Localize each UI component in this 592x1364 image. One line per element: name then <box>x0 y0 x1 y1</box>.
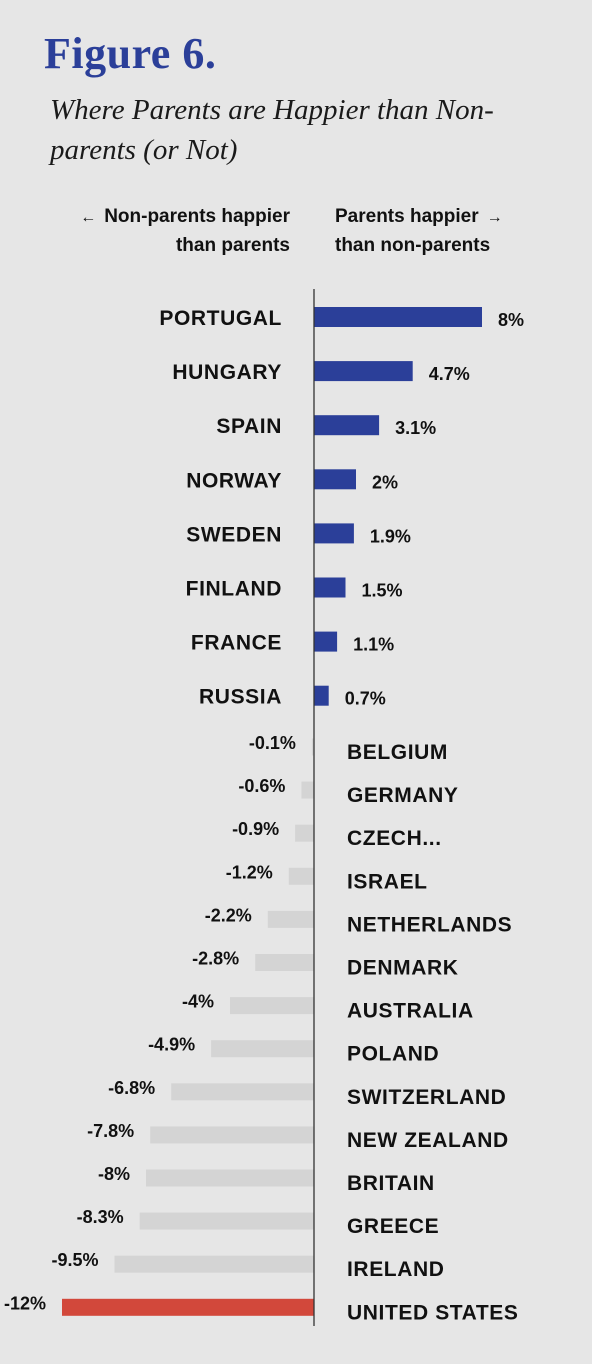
category-label: SPAIN <box>216 415 282 438</box>
value-label: 3.1% <box>395 418 436 438</box>
bar <box>314 469 356 490</box>
category-label: NETHERLANDS <box>347 913 512 936</box>
value-label: -1.2% <box>226 862 273 882</box>
category-label: HUNGARY <box>172 361 282 384</box>
bar <box>314 361 413 382</box>
category-label: FINLAND <box>186 578 282 601</box>
category-label: GREECE <box>347 1215 439 1238</box>
category-label: PORTUGAL <box>159 307 282 330</box>
category-label: BELGIUM <box>347 741 448 764</box>
value-label: -0.6% <box>238 776 285 796</box>
category-label: SWEDEN <box>186 523 282 546</box>
bar <box>314 415 380 436</box>
value-label: 2% <box>372 472 398 492</box>
category-label: CZECH... <box>347 827 442 850</box>
value-label: 0.7% <box>345 689 386 709</box>
bar <box>301 781 314 799</box>
bar <box>139 1212 314 1230</box>
value-label: 4.7% <box>429 364 470 384</box>
value-label: 1.9% <box>370 526 411 546</box>
value-label: -0.9% <box>232 819 279 839</box>
chart-subtitle: Where Parents are Happier than Non-paren… <box>50 94 494 166</box>
arrow-left-icon: ← <box>80 209 97 226</box>
legend-non-parents: ← Non-parents happier than parents <box>72 203 290 260</box>
value-label: -4% <box>182 992 214 1012</box>
value-label: -2.8% <box>192 949 239 969</box>
category-label: BRITAIN <box>347 1172 435 1195</box>
bar <box>314 523 354 544</box>
value-label: 1.5% <box>362 581 403 601</box>
category-label: NEW ZEALAND <box>347 1129 509 1152</box>
bar <box>211 1040 314 1058</box>
bar <box>146 1169 314 1187</box>
category-label: FRANCE <box>191 632 282 655</box>
figure-title: Figure 6. <box>44 29 217 78</box>
value-label: -8% <box>98 1164 130 1184</box>
bar <box>311 738 314 756</box>
category-label: RUSSIA <box>199 686 282 709</box>
bar <box>295 824 314 842</box>
category-label: ISRAEL <box>347 870 428 893</box>
value-label: -6.8% <box>108 1078 155 1098</box>
bar <box>255 954 314 971</box>
value-label: -8.3% <box>77 1207 124 1227</box>
category-label: DENMARK <box>347 957 459 980</box>
bar <box>314 307 482 327</box>
bar <box>314 685 329 706</box>
value-label: -0.1% <box>249 733 296 753</box>
value-label: -7.8% <box>87 1121 134 1141</box>
bar <box>314 577 346 598</box>
category-label: IRELAND <box>347 1258 445 1281</box>
legend-right-line2: than non-parents <box>335 235 491 256</box>
category-label: SWITZERLAND <box>347 1086 506 1109</box>
legend-parents: Parents happier → than non-parents <box>335 203 511 260</box>
value-label: 1.1% <box>353 635 394 655</box>
legend-right-line1: Parents happier <box>335 206 479 227</box>
category-label: GERMANY <box>347 784 459 807</box>
category-label: UNITED STATES <box>347 1301 519 1324</box>
bar <box>150 1126 314 1144</box>
value-label: -2.2% <box>205 905 252 925</box>
bar <box>114 1255 314 1273</box>
legend-left-line1: Non-parents happier <box>104 206 290 227</box>
legend-left-line2: than parents <box>175 235 290 256</box>
value-label: -12% <box>4 1293 46 1313</box>
category-label: AUSTRALIA <box>347 1000 474 1023</box>
bar <box>288 867 314 885</box>
bar <box>267 910 314 928</box>
value-label: -9.5% <box>51 1250 98 1270</box>
category-label: NORWAY <box>186 469 282 492</box>
bar <box>171 1083 314 1101</box>
bar <box>314 631 338 652</box>
arrow-right-icon: → <box>486 209 503 226</box>
bar <box>230 997 314 1015</box>
bar <box>62 1298 314 1316</box>
value-label: -4.9% <box>148 1035 195 1055</box>
value-label: 8% <box>498 310 524 330</box>
category-label: POLAND <box>347 1043 439 1066</box>
